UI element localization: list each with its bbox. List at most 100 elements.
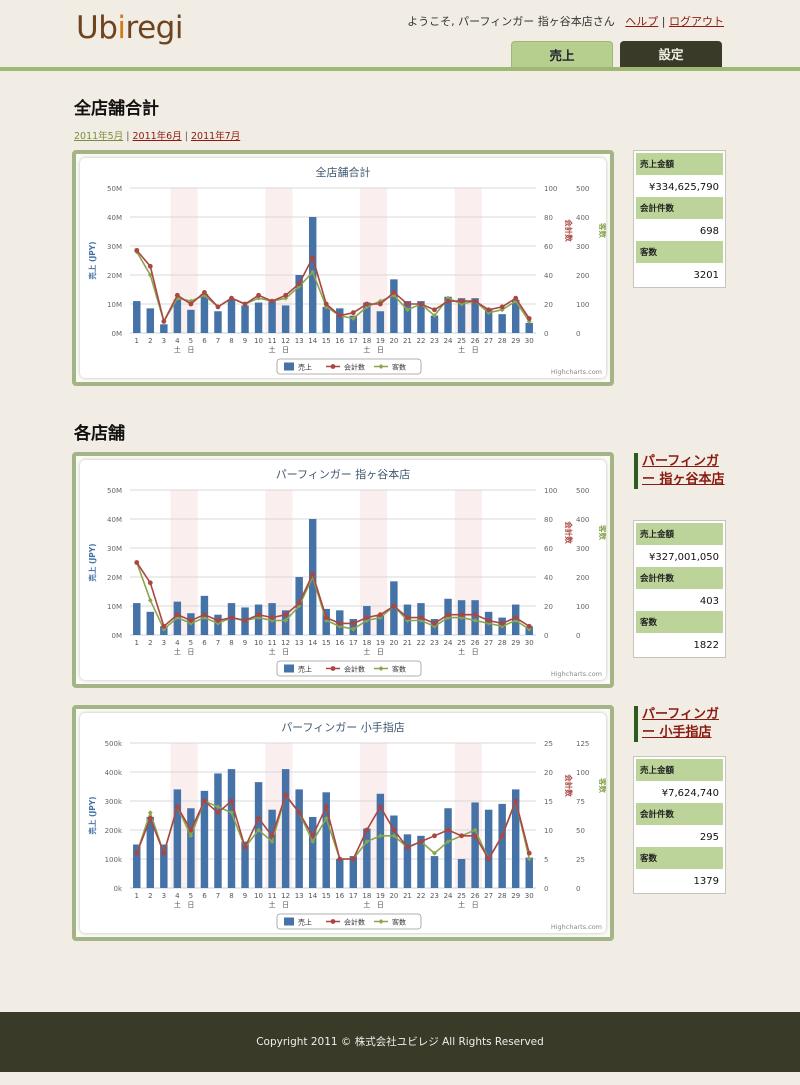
app-logo[interactable]: Ubiregi xyxy=(76,10,183,46)
legend-swatch-sales xyxy=(284,362,294,371)
bar-sales xyxy=(390,279,398,333)
customers-point xyxy=(161,626,167,632)
x-tick-label: 3 xyxy=(162,892,166,900)
bar-sales xyxy=(308,816,317,888)
store-link-store2[interactable]: パーフィンガー 小手指店 xyxy=(642,707,719,740)
y-right-tick-label: 200 xyxy=(576,272,589,280)
chart-legend: 売上 会計数 客数 xyxy=(276,913,422,930)
month-link-may[interactable]: 2011年5月 xyxy=(74,131,124,142)
x-tick-label: 18 xyxy=(362,892,371,900)
x-tick-label: 26 xyxy=(471,337,480,345)
bar-sales xyxy=(471,802,479,888)
bar-sales xyxy=(268,809,276,888)
bar-sales xyxy=(146,816,155,888)
bar-sales xyxy=(417,835,425,888)
x-tick-label: 17 xyxy=(349,639,358,647)
tab-settings[interactable]: 設定 xyxy=(620,41,722,68)
y-left-tick-label: 50M xyxy=(107,487,122,495)
x-weekday-label: 日 xyxy=(187,901,194,909)
transactions-point xyxy=(337,313,343,318)
y-right-tick-label: 0 xyxy=(576,330,580,338)
chart-credits: Highcharts.com xyxy=(551,923,602,931)
stat-label-sales: 売上金額 xyxy=(636,523,723,545)
legend-label-customers: 客数 xyxy=(392,665,406,674)
transactions-point xyxy=(215,618,221,623)
logout-link[interactable]: ログアウト xyxy=(669,15,724,28)
transactions-point xyxy=(418,839,424,844)
y-mid-tick-label: 10 xyxy=(544,827,553,835)
customers-point xyxy=(364,839,370,844)
customers-point xyxy=(350,626,356,632)
transactions-point xyxy=(256,612,261,618)
month-link-july[interactable]: 2011年7月 xyxy=(191,131,241,142)
stat-value-sales: ¥327,001,050 xyxy=(636,545,723,567)
x-tick-label: 6 xyxy=(202,337,207,345)
footer: Copyright 2011 © 株式会社ユビレジ All Rights Res… xyxy=(0,1012,800,1072)
transactions-point xyxy=(269,298,275,304)
chart-credits: Highcharts.com xyxy=(551,368,602,376)
y-right-tick-label: 400 xyxy=(576,516,589,524)
x-weekday-label: 日 xyxy=(187,346,194,354)
bar-sales xyxy=(281,769,290,888)
transactions-point xyxy=(445,827,451,833)
stats-store2: 売上金額 ¥7,624,740 会計件数 295 客数 1379 xyxy=(633,756,726,894)
customers-point xyxy=(310,839,316,844)
x-tick-label: 4 xyxy=(175,639,180,647)
bar-sales xyxy=(376,311,385,333)
y-mid-tick-label: 15 xyxy=(544,798,553,806)
header-divider xyxy=(0,67,800,71)
customers-point xyxy=(405,307,410,313)
month-nav: 2011年5月 | 2011年6月 | 2011年7月 xyxy=(74,128,240,142)
bar-sales xyxy=(430,315,439,333)
y-right-tick-label: 0 xyxy=(576,885,580,893)
transactions-point xyxy=(323,804,329,810)
transactions-point xyxy=(134,850,140,856)
x-tick-label: 3 xyxy=(162,337,166,345)
x-weekday-label: 土 xyxy=(174,345,181,354)
y-left-tick-label: 200k xyxy=(105,827,123,835)
transactions-point xyxy=(256,292,261,298)
transactions-point xyxy=(526,316,532,321)
x-tick-label: 10 xyxy=(254,639,263,647)
x-tick-label: 25 xyxy=(457,337,466,345)
chart-total: 全店舗合計 0M 10M 20M 30M 40M 50M 0 20 40 60 80 100 0 100 20… xyxy=(72,150,614,386)
bar-sales xyxy=(363,828,371,888)
x-tick-label: 22 xyxy=(417,639,426,647)
welcome-text: ようこそ, パーフィンガー 指ヶ谷本店さん xyxy=(407,15,615,28)
tab-sales[interactable]: 売上 xyxy=(511,41,613,68)
bar-sales xyxy=(430,856,439,888)
x-tick-label: 16 xyxy=(335,639,344,647)
y-left-tick-label: 100k xyxy=(105,856,123,864)
x-tick-label: 13 xyxy=(295,337,304,345)
bar-sales xyxy=(214,773,222,888)
bar-sales xyxy=(511,299,520,333)
store-link-store1[interactable]: パーフィンガー 指ヶ谷本店 xyxy=(642,454,725,487)
transactions-point xyxy=(174,804,180,810)
bar-sales xyxy=(227,299,236,333)
bar-sales xyxy=(187,309,195,333)
x-tick-label: 16 xyxy=(335,337,344,345)
y-left-axis-label: 売上 (JPY) xyxy=(87,241,97,279)
y-mid-tick-label: 25 xyxy=(544,740,553,748)
legend-label-sales: 売上 xyxy=(298,363,312,372)
month-separator: | xyxy=(184,131,188,142)
x-tick-label: 5 xyxy=(189,639,193,647)
help-link[interactable]: ヘルプ xyxy=(625,15,659,28)
transactions-point xyxy=(377,301,383,307)
x-tick-label: 10 xyxy=(254,337,263,345)
bar-sales xyxy=(444,808,452,888)
bar-sales xyxy=(146,611,155,635)
x-tick-label: 1 xyxy=(135,892,139,900)
y-right-tick-label: 75 xyxy=(576,798,585,806)
transactions-point xyxy=(459,833,464,839)
x-tick-label: 7 xyxy=(216,892,220,900)
x-tick-label: 10 xyxy=(254,892,263,900)
transactions-point xyxy=(296,810,302,815)
bar-sales xyxy=(173,299,182,333)
legend-label-transactions: 会計数 xyxy=(344,665,365,674)
x-tick-label: 29 xyxy=(511,892,520,900)
bar-sales xyxy=(295,275,303,333)
x-tick-label: 16 xyxy=(335,892,344,900)
x-tick-label: 24 xyxy=(444,892,453,900)
month-link-june[interactable]: 2011年6月 xyxy=(132,131,182,142)
